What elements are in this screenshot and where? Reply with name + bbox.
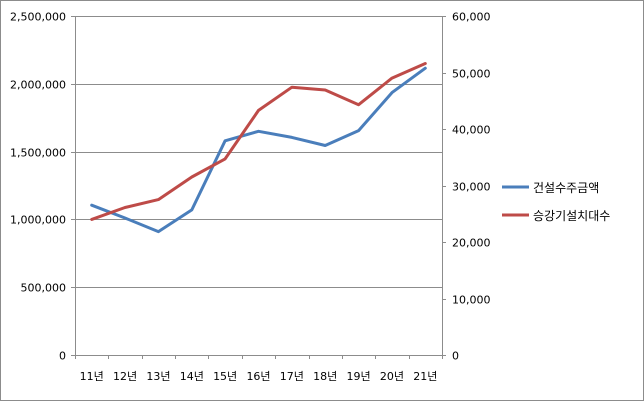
legend-label: 건설수주금액 bbox=[533, 181, 599, 195]
x-axis-ticks: 11년 12년 13년 14년 15년 16년 17년 18년 19년 20년 21년 bbox=[75, 355, 443, 383]
plot-background bbox=[75, 16, 442, 355]
x-tick-label: 14년 bbox=[180, 370, 204, 383]
left-tick-label: 2,500,000 bbox=[10, 11, 66, 24]
right-tick-label: 20,000 bbox=[452, 237, 491, 250]
left-tick-label: 0 bbox=[59, 350, 66, 363]
x-tick-label: 21년 bbox=[413, 370, 437, 383]
x-tick-label: 17년 bbox=[280, 370, 304, 383]
left-axis-ticks: 0 500,000 1,000,000 1,500,000 2,000,000 2,500… bbox=[10, 11, 75, 363]
x-tick-label: 16년 bbox=[246, 370, 270, 383]
series-line bbox=[90, 66, 427, 234]
x-tick-label: 15년 bbox=[213, 370, 237, 383]
left-tick-label: 2,000,000 bbox=[10, 79, 66, 92]
x-tick-label: 18년 bbox=[313, 370, 337, 383]
series-lines bbox=[90, 62, 427, 234]
right-tick-label: 50,000 bbox=[452, 68, 491, 81]
legend-label: 승강기설치대수 bbox=[533, 209, 610, 223]
x-tick-label: 19년 bbox=[347, 370, 371, 383]
right-axis-ticks: 0 10,000 20,000 30,000 40,000 50,000 60,000 bbox=[442, 11, 491, 363]
right-tick-label: 0 bbox=[452, 350, 459, 363]
right-tick-label: 30,000 bbox=[452, 181, 491, 194]
x-tick-label: 13년 bbox=[146, 370, 170, 383]
x-tick-label: 20년 bbox=[380, 370, 404, 383]
gridlines bbox=[75, 16, 442, 288]
left-tick-label: 1,000,000 bbox=[10, 214, 66, 227]
x-tick-label: 11년 bbox=[80, 370, 104, 383]
series-line bbox=[90, 62, 427, 221]
left-tick-label: 1,500,000 bbox=[10, 147, 66, 160]
left-tick-label: 500,000 bbox=[21, 282, 67, 295]
plot-area bbox=[75, 16, 442, 355]
x-tick-label: 12년 bbox=[113, 370, 137, 383]
right-tick-label: 40,000 bbox=[452, 124, 491, 137]
right-tick-label: 60,000 bbox=[452, 11, 491, 24]
right-tick-label: 10,000 bbox=[452, 294, 491, 307]
axes bbox=[75, 16, 443, 356]
